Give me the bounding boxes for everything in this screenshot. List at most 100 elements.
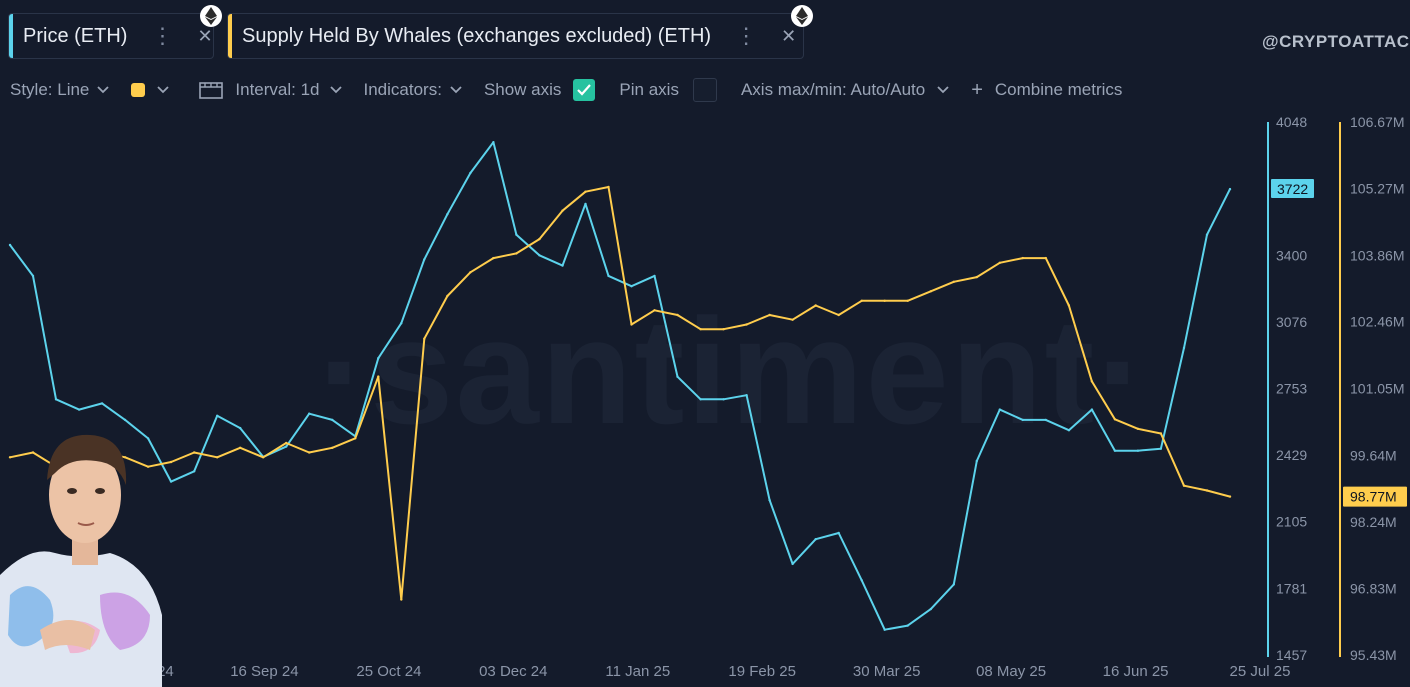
whale-data-point (1136, 427, 1140, 430)
whale-data-point (262, 456, 265, 459)
whale-data-point (423, 337, 426, 340)
whale-data-point (1205, 489, 1209, 492)
price-data-point (1021, 418, 1024, 422)
whale-data-point (584, 190, 587, 193)
more-vert-icon[interactable]: ⋮ (151, 23, 174, 48)
price-data-point (1228, 187, 1232, 191)
price-data-point (791, 562, 794, 566)
chevron-down-icon (157, 86, 170, 94)
price-data-point (699, 398, 702, 401)
whale-data-point (515, 252, 518, 255)
whale-axis-tick-label: 106.67M (1350, 114, 1404, 130)
whale-data-point (814, 304, 817, 307)
whale-data-point (1228, 495, 1232, 498)
whale-data-point (929, 290, 932, 293)
ethereum-icon (791, 5, 813, 27)
price-data-point (515, 233, 518, 236)
chevron-down-icon (937, 86, 949, 94)
price-data-point (1067, 429, 1071, 432)
metric-tab-price[interactable]: Price (ETH) ⋮ ✕ (8, 13, 214, 59)
price-data-point (216, 414, 219, 417)
price-axis-tick-label: 3400 (1276, 247, 1307, 263)
whale-data-point (653, 309, 656, 312)
whale-data-point (561, 209, 564, 212)
indicators-dropdown[interactable]: Indicators: (364, 80, 462, 100)
whale-data-point (492, 256, 495, 260)
chevron-down-icon (97, 86, 110, 94)
price-data-point (561, 264, 564, 267)
price-data-point (446, 213, 449, 216)
whale-data-point (699, 328, 702, 331)
whale-axis-tick-label: 105.27M (1350, 180, 1404, 196)
metric-tab-whale-supply[interactable]: Supply Held By Whales (exchanges exclude… (227, 13, 804, 59)
whale-data-point (469, 271, 472, 274)
whale-data-point (1113, 418, 1117, 421)
ethereum-icon (200, 5, 222, 27)
style-dropdown[interactable]: Style: Line (10, 80, 110, 100)
more-vert-icon[interactable]: ⋮ (735, 23, 758, 48)
price-data-point (929, 607, 932, 611)
close-icon[interactable]: ✕ (197, 25, 213, 46)
price-data-point (630, 285, 633, 288)
whale-data-point (31, 451, 35, 454)
pin-axis-checkbox[interactable] (692, 78, 717, 102)
whale-data-point (1182, 484, 1186, 487)
x-axis-tick-label: 03 Dec 24 (479, 663, 547, 680)
price-data-point (1159, 447, 1163, 450)
axis-minmax-label: Axis max/min: Auto/Auto (740, 80, 926, 99)
whale-data-point (354, 437, 357, 440)
whale-axis-tick-label: 102.46M (1350, 314, 1404, 330)
price-data-point (768, 498, 771, 502)
interval-calendar-icon (199, 82, 224, 99)
price-axis-tick-label: 2429 (1276, 447, 1307, 463)
x-axis-tick-label: 11 Jan 25 (605, 663, 670, 680)
whale-data-point (975, 275, 978, 279)
whale-current-value-label: 98.77M (1350, 489, 1397, 505)
chart-toolbar: Style: Line Interval: 1d Indicators: Sho… (10, 78, 1122, 102)
color-dropdown[interactable] (131, 83, 170, 97)
price-data-point (1113, 449, 1117, 452)
price-series-line (9, 141, 1231, 631)
axis-minmax-dropdown[interactable]: Axis max/min: Auto/Auto (741, 80, 949, 100)
whale-data-point (331, 446, 334, 449)
price-axis-tick-label: 4048 (1276, 114, 1307, 130)
whale-data-point (400, 598, 403, 601)
price-data-point (146, 437, 150, 440)
whale-data-point (676, 313, 679, 317)
price-data-point (285, 445, 288, 448)
price-data-point (469, 171, 472, 175)
x-axis-tick-label: 19 Feb 25 (728, 663, 796, 680)
price-data-point (745, 394, 748, 397)
whale-data-point (906, 299, 909, 302)
whale-data-point (446, 294, 449, 298)
price-data-point (123, 418, 127, 422)
whale-data-point (285, 441, 288, 445)
combine-metrics-button[interactable]: + Combine metrics (971, 79, 1122, 102)
pin-axis-toggle[interactable]: Pin axis (619, 78, 717, 102)
whale-data-point (1159, 432, 1163, 435)
price-data-point (837, 531, 840, 535)
whale-data-point (193, 451, 196, 454)
price-data-point (538, 254, 541, 257)
interval-dropdown[interactable]: Interval: 1d (199, 80, 342, 100)
whale-data-point (538, 237, 541, 241)
show-axis-label: Show axis (483, 80, 562, 99)
show-axis-checkbox[interactable] (573, 79, 596, 101)
price-data-point (952, 583, 955, 586)
whale-axis-tick-label: 96.83M (1350, 581, 1397, 597)
whale-data-point (169, 460, 173, 464)
whale-data-point (146, 465, 150, 468)
chevron-down-icon (450, 86, 462, 94)
metric-tab-price-label: Price (ETH) (23, 24, 128, 47)
close-icon[interactable]: ✕ (781, 25, 797, 46)
whale-data-point (745, 323, 748, 326)
price-data-point (8, 243, 12, 247)
whale-data-point (1044, 256, 1048, 260)
whale-data-point (607, 185, 610, 189)
show-axis-toggle[interactable]: Show axis (483, 79, 596, 101)
chevron-down-icon (329, 86, 342, 94)
price-data-point (193, 470, 196, 473)
price-axis-tick-label: 2105 (1276, 514, 1307, 530)
price-data-point (308, 412, 311, 415)
